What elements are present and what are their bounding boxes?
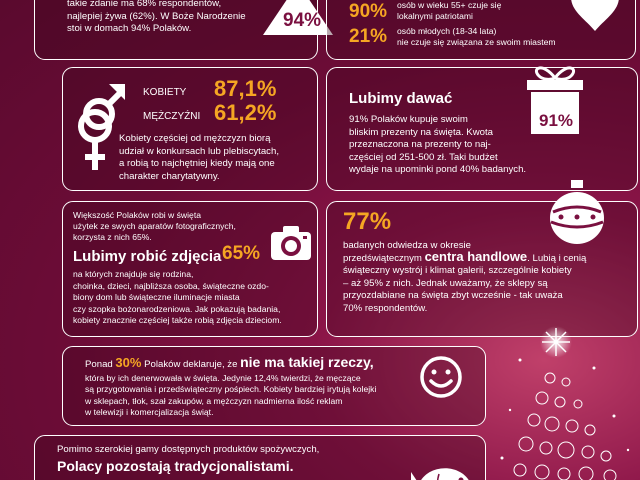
photos-intro-line: Większość Polaków robi w święta: [73, 210, 201, 220]
tree-text-line: stoi w domach 94% Polaków.: [67, 23, 192, 35]
stat-21-text: nie czuje się związana ze swoim miastem: [397, 37, 556, 47]
stat-90-text: lokalnymi patriotami: [397, 11, 473, 21]
card-christmas-tree: takie zdanie ma 68% respondentów, najlep…: [34, 0, 333, 60]
fish-icon: [411, 468, 469, 480]
shopping-line2-post: . Lubią i cenią: [527, 253, 587, 264]
photos-text-line: choinka, dzieci, najbliższa osoba, świąt…: [73, 280, 269, 291]
gifts-text-line: wydaje na upominki pond 40% badanych.: [349, 164, 527, 176]
gifts-title: Lubimy dawać: [349, 90, 453, 107]
card-local-patriots: 90% osób w wieku 55+ czuje się lokalnymi…: [326, 0, 636, 60]
tree-text-line: najlepiej żywa (62%). W Boże Narodzenie: [67, 10, 246, 22]
annoyance-text-line: w telewizji i komercjalizacja świąt.: [85, 407, 214, 418]
annoyance-text-line: są przygotowania i przedświąteczny pośpi…: [85, 384, 377, 395]
photos-intro-line: korzysta z nich 65%.: [73, 232, 152, 242]
card-traditionalists: Pomimo szerokiej gamy dostępnych produkt…: [34, 435, 486, 480]
smiley-face-icon: [420, 356, 462, 398]
photos-percentage: 65%: [222, 243, 261, 264]
photos-text-line: na których znajduje się rodzina,: [73, 269, 194, 279]
women-value: 87,1%: [214, 76, 277, 101]
annoyance-mid: Polaków deklaruje, że: [141, 359, 241, 370]
gender-text-line: charakter charytatywny.: [119, 170, 220, 182]
annoyance-bold: nie ma takiej rzeczy,: [240, 354, 374, 370]
stat-21-text: osób młodych (18-34 lata): [397, 26, 497, 36]
tradition-title: Polacy pozostają tradycjonalistami.: [57, 458, 294, 474]
camera-icon: [271, 226, 311, 260]
annoyance-line1: Ponad 30% Polaków deklaruje, że nie ma t…: [85, 354, 374, 372]
card-gifts: Lubimy dawać 91% Polaków kupuje swoim bl…: [326, 66, 638, 191]
annoyance-percentage: 30%: [115, 355, 142, 370]
gender-text-line: a robią to najchętniej kiedy mają one: [119, 158, 275, 170]
gender-symbols-icon: [78, 84, 125, 170]
stat-90-value: 90%: [349, 1, 388, 22]
annoyance-text-line: w sklepach, tłok, szał zakupów, a mężczy…: [85, 395, 343, 406]
men-value: 61,2%: [214, 100, 277, 125]
tree-text-line: takie zdanie ma 68% respondentów,: [67, 0, 222, 9]
card-shopping-centres: 77% badanych odwiedza w okresie przedświ…: [326, 180, 638, 337]
card-no-annoyance: Ponad 30% Polaków deklaruje, że nie ma t…: [62, 346, 486, 426]
shopping-text-line: przyozdabiane na święta zbyt wcześnie - …: [343, 290, 563, 302]
women-label: KOBIETY: [143, 87, 187, 98]
shopping-text-line: – aż 95% z nich. Jednak uważamy, że skle…: [343, 277, 548, 289]
gifts-text-line: bliskim prezenty na święta. Kwota: [349, 126, 493, 138]
card-gender-contests: KOBIETY 87,1% MĘŻCZYŹNI 61,2% Kobiety cz…: [62, 67, 318, 191]
shopping-text-line: 70% respondentów.: [343, 302, 428, 314]
gift-percentage: 91%: [539, 111, 574, 130]
shopping-centres-bold: centra handlowe: [424, 249, 528, 264]
shopping-percentage: 77%: [343, 208, 392, 235]
gifts-text-line: przeznaczona na prezenty to naj-: [349, 139, 491, 151]
snowflake-tree-decoration: [490, 320, 640, 480]
tradition-line1: Pomimo szerokiej gamy dostępnych produkt…: [57, 444, 320, 455]
photos-text-line: biony dom lub świąteczne iluminacje mias…: [73, 292, 240, 303]
photos-text-line: czy szopka bożonarodzeniowa. Jak pokazuj…: [73, 303, 281, 314]
photos-title: Lubimy robić zdjęcia: [73, 248, 222, 265]
heart-icon: [571, 0, 619, 31]
gender-text-line: Kobiety częściej od mężczyzn biorą: [119, 133, 271, 144]
tree-percentage: 94%: [283, 10, 322, 31]
stat-21-value: 21%: [349, 26, 388, 47]
shopping-line2: przedświątecznym centra handlowe. Lubią …: [343, 249, 587, 266]
christmas-tree-icon: [263, 0, 333, 35]
bauble-icon: [550, 180, 604, 244]
gifts-text-line: częściej od 251-500 zł. Taki budżet: [349, 151, 498, 163]
shopping-text-line: świąteczny wystrój i klimat galerii, szc…: [343, 265, 572, 276]
shopping-line1: badanych odwiedza w okresie: [343, 240, 471, 251]
photos-text-line: kobiety znacznie częściej także robią zd…: [73, 315, 282, 326]
gender-text-line: udział w konkursach lub plebiscytach,: [119, 145, 279, 157]
shopping-line2-pre: przedświątecznym: [343, 253, 425, 264]
gifts-text-line: 91% Polaków kupuje swoim: [349, 114, 468, 125]
annoyance-pre: Ponad: [85, 359, 116, 370]
gift-box-icon: [527, 66, 583, 134]
photos-intro-line: użytek ze swych aparatów fotograficznych…: [73, 221, 236, 231]
annoyance-text-line: która by ich denerwowała w święta. Jedyn…: [85, 373, 361, 383]
stat-90-text: osób w wieku 55+ czuje się: [397, 0, 502, 10]
card-photos: Większość Polaków robi w święta użytek z…: [62, 201, 318, 337]
men-label: MĘŻCZYŹNI: [143, 111, 201, 122]
snowflake-tree-icon: [500, 326, 630, 480]
